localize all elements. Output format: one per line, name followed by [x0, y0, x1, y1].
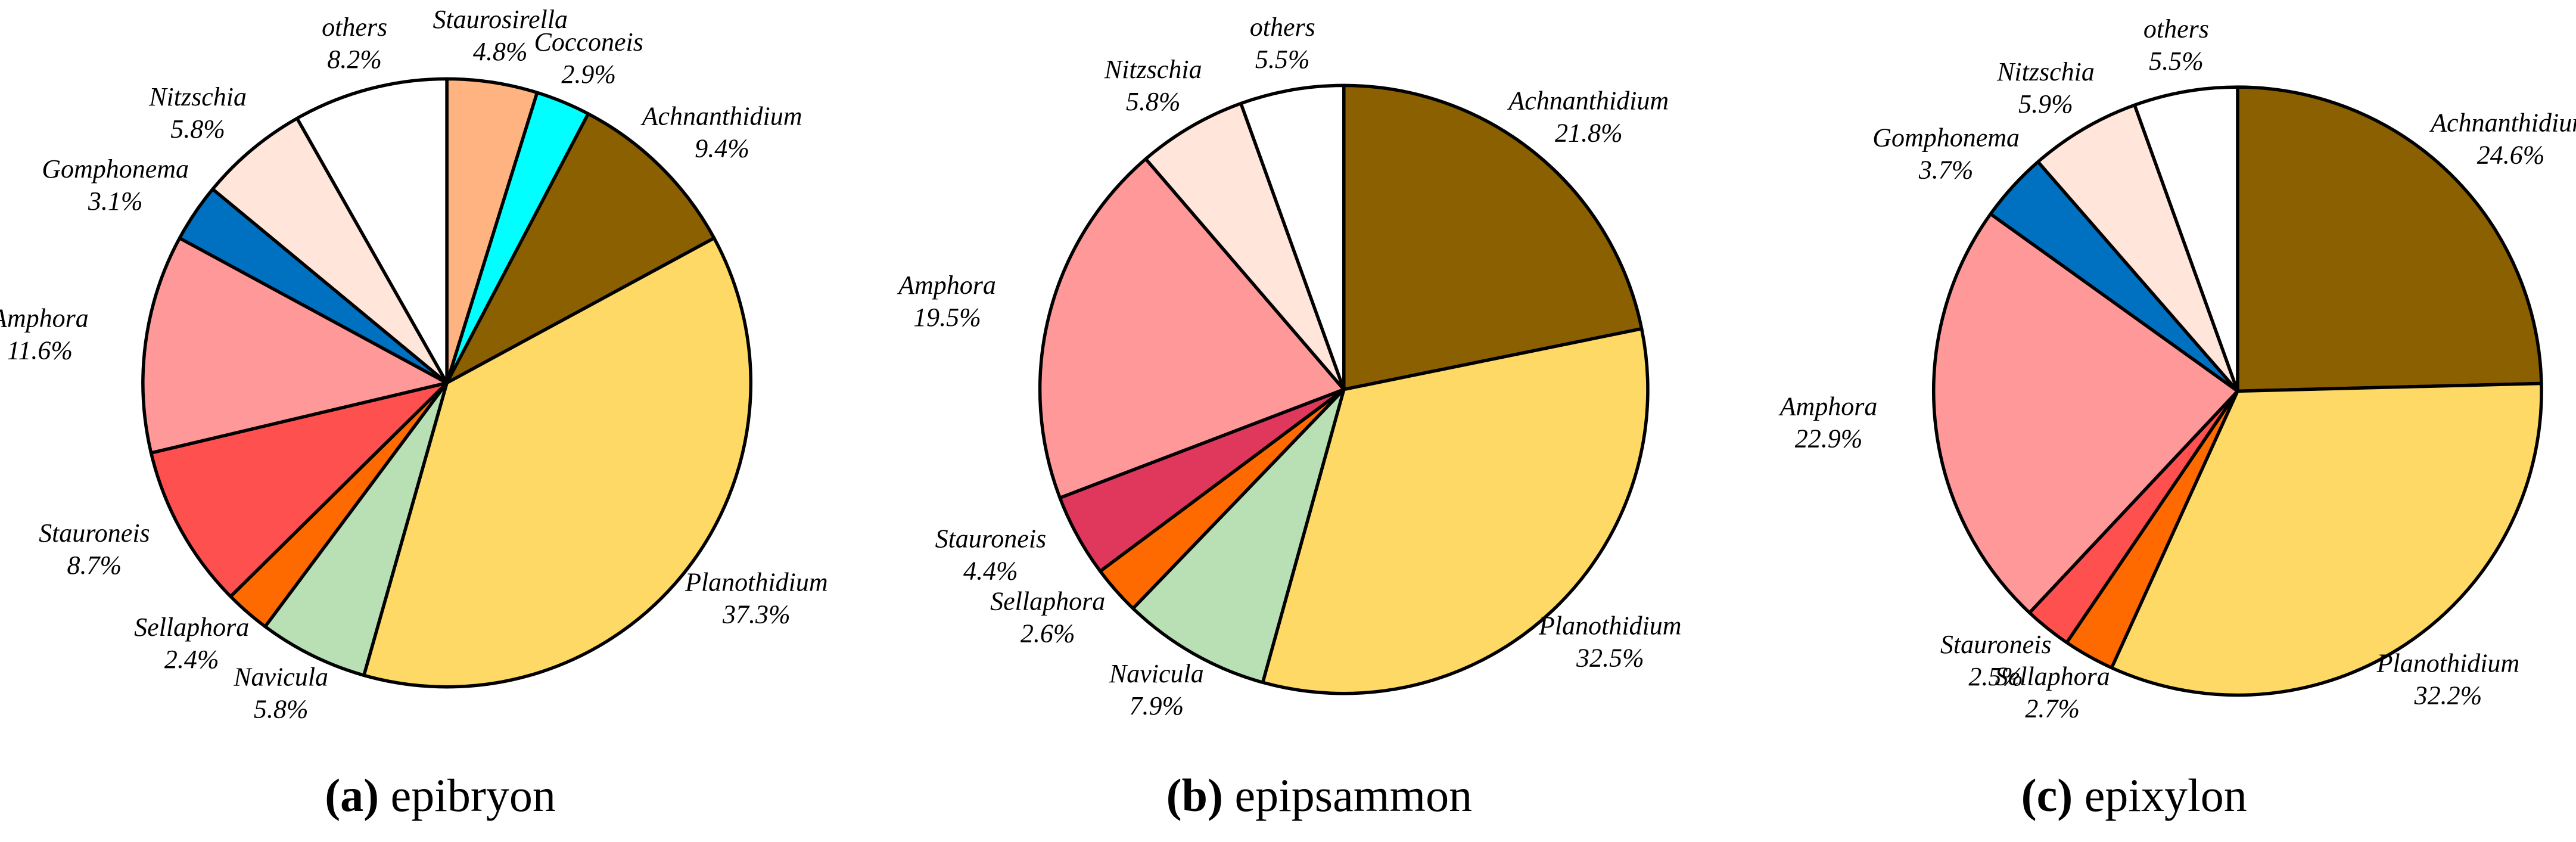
slice-label: Amphora	[897, 271, 996, 300]
slice-label: Navicula	[233, 662, 328, 691]
slice-percent: 32.2%	[2414, 681, 2482, 710]
slice-percent: 21.8%	[1555, 118, 1623, 147]
slice-percent: 24.6%	[2477, 140, 2545, 169]
slice-percent: 8.7%	[67, 551, 122, 580]
slice-label: Nitzschia	[148, 82, 247, 111]
slice-percent: 5.5%	[2149, 46, 2204, 76]
slice-percent: 2.9%	[561, 60, 616, 89]
slice-label: Nitzschia	[1104, 55, 1202, 84]
slice-label: others	[1250, 13, 1315, 42]
pie-slice	[2036, 103, 2239, 393]
chart-title: epipsammon	[1235, 769, 1473, 821]
slice-percent: 5.5%	[1255, 45, 1310, 74]
pie-slice	[295, 77, 449, 385]
pie-slice	[1131, 387, 1346, 684]
slice-label: Navicula	[1109, 659, 1204, 688]
slice-label: Planothidium	[1538, 611, 1682, 640]
panel-label: (a)	[325, 769, 379, 821]
slice-label: Gomphonema	[1872, 123, 2020, 153]
slice-percent: 2.7%	[2025, 694, 2080, 723]
slice-percent: 32.5%	[1576, 643, 1644, 672]
slice-label: Staurosirella	[433, 5, 568, 34]
slice-label: Achnanthidium	[2429, 108, 2576, 137]
slice-label: Achnanthidium	[640, 101, 802, 131]
pie-slice	[1932, 212, 2239, 614]
slice-label: Nitzschia	[1996, 57, 2095, 86]
pie-slice	[2236, 85, 2543, 393]
caption: (b) epipsammon	[1166, 769, 1472, 821]
pie-slice	[1038, 157, 1346, 500]
caption: (a) epibryon	[325, 769, 556, 821]
slice-percent: 5.8%	[254, 694, 309, 723]
slice-label: Sellaphora	[990, 587, 1105, 616]
slice-label: Stauroneis	[1940, 630, 2052, 659]
pie-slice	[1144, 101, 1346, 392]
slice-percent: 2.6%	[1021, 619, 1075, 648]
slice-label: Amphora	[1778, 392, 1878, 421]
pie-slice	[1261, 327, 1650, 695]
pie-slice	[2133, 85, 2239, 393]
slice-percent: 3.1%	[88, 187, 143, 216]
slice-percent: 4.8%	[473, 37, 528, 66]
pie-slice	[445, 112, 716, 385]
slice-percent: 9.4%	[695, 133, 749, 163]
slice-percent: 37.3%	[722, 599, 791, 629]
chart-title: epibryon	[391, 769, 556, 821]
pie-slice	[211, 116, 449, 385]
slice-percent: 3.7%	[1918, 156, 1974, 185]
pie-slice	[1239, 83, 1346, 392]
slice-percent: 5.8%	[170, 114, 225, 144]
slice-label: Achnanthidium	[1507, 86, 1669, 115]
slice-percent: 2.4%	[164, 645, 219, 674]
slice-percent: 19.5%	[913, 303, 981, 332]
slice-label: Gomphonema	[42, 154, 189, 184]
slice-label: Sellaphora	[134, 613, 249, 642]
slice-label: Planothidium	[2376, 648, 2520, 678]
slice-percent: 7.9%	[1129, 691, 1184, 720]
chart-title: epixylon	[2085, 769, 2247, 821]
panel-label: (b)	[1166, 769, 1223, 821]
slice-label: others	[2143, 14, 2209, 44]
slice-label: Stauroneis	[935, 524, 1047, 554]
slice-label: Planothidium	[685, 567, 828, 596]
pie-slice	[2110, 381, 2543, 697]
pie-slice	[1342, 83, 1644, 392]
pie-slice	[141, 236, 449, 455]
slice-label: others	[322, 13, 387, 42]
slice-percent: 8.2%	[327, 45, 382, 74]
slice-label: Stauroneis	[39, 518, 150, 548]
slice-label: Sellaphora	[1995, 662, 2110, 691]
slice-percent: 2.5%	[1968, 662, 2023, 691]
slice-percent: 5.8%	[1126, 87, 1181, 116]
slice-percent: 22.9%	[1795, 424, 1863, 453]
slice-percent: 4.4%	[963, 557, 1018, 586]
slice-percent: 11.6%	[7, 336, 73, 365]
slice-label: Amphora	[0, 304, 89, 333]
panel-label: (c)	[2021, 769, 2073, 821]
slice-percent: 5.9%	[2018, 89, 2073, 119]
pie-slice	[362, 236, 752, 689]
slice-label: Cocconeis	[534, 27, 643, 57]
pie-slice	[263, 381, 449, 678]
caption: (c) epixylon	[2021, 769, 2247, 821]
